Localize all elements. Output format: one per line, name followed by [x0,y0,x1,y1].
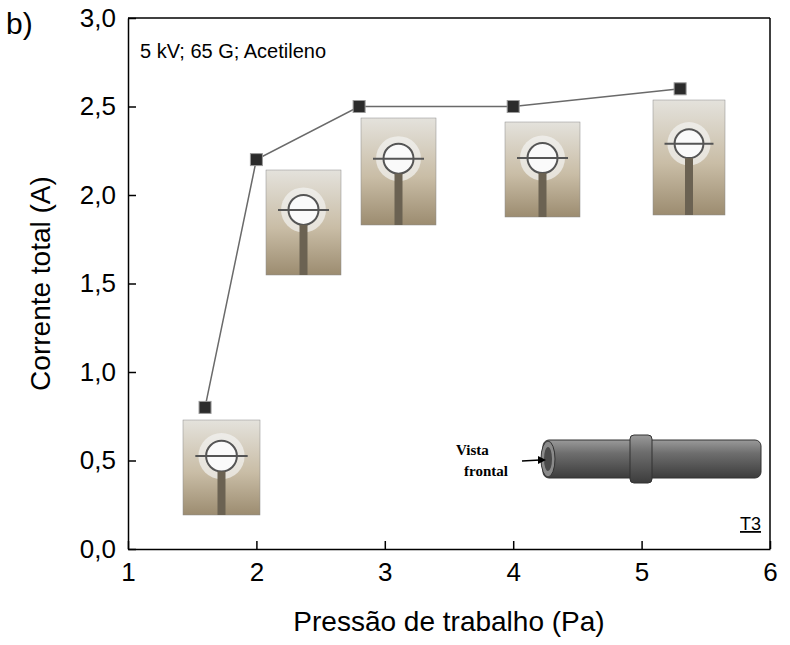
y-tick-label: 0,0 [80,534,116,564]
x-tick-label: 3 [378,557,392,587]
frame [769,18,771,549]
data-line [205,89,680,408]
x-tick-mark [641,541,643,549]
y-tick: 2,5 [80,91,136,121]
photo-stem [395,174,403,225]
chart: 1 2 3 4 5 6 0,0 0,5 1,0 1,5 2,0 2,5 3,0 Pressão de tr… [0,0,790,645]
arrow-head [538,456,546,464]
x-tick-mark [256,541,258,549]
x-axis: 1 2 3 4 5 6 [121,541,777,587]
plot-marks [199,83,686,414]
photo-stem [218,472,226,516]
photo-bar [517,157,568,159]
data-point [199,401,211,413]
y-tick-label: 1,5 [80,268,116,298]
sample-label: T3 [740,514,761,534]
photo-bar [195,455,247,457]
photo [653,100,725,215]
x-tick: 5 [635,541,649,587]
x-tick-label: 4 [506,557,520,587]
y-tick: 1,5 [80,268,136,298]
y-tick: 0,0 [80,534,136,564]
y-tick-label: 0,5 [80,445,116,475]
x-tick: 2 [250,541,264,587]
x-tick-mark [513,541,515,549]
x-tick-label: 2 [250,557,264,587]
y-tick-mark [128,195,136,197]
x-axis-line [129,549,771,551]
photo-frame [653,100,725,215]
y-tick-mark [128,283,136,285]
y-axis: 0,0 0,5 1,0 1,5 2,0 2,5 3,0 [80,3,136,564]
panel-label: b) [6,7,33,40]
photo-bar [373,158,424,160]
x-tick-label: 1 [121,557,135,587]
x-tick: 3 [378,541,392,587]
data-point [507,101,519,113]
photo-frame [183,420,260,515]
photo-frame [266,170,341,275]
photo [505,122,580,217]
y-tick: 1,0 [80,357,136,387]
y-tick-mark [128,549,136,551]
y-tick-label: 3,0 [80,3,116,33]
photo [361,118,436,225]
photo-frame [505,122,580,217]
y-tick: 0,5 [80,445,136,475]
y-tick: 2,0 [80,180,136,210]
photo [183,420,260,515]
x-tick-mark [385,541,387,549]
y-tick-label: 2,5 [80,91,116,121]
conditions-label: 5 kV; 65 G; Acetileno [140,40,326,62]
data-point [353,101,365,113]
y-tick-label: 1,0 [80,357,116,387]
photo-stem [300,225,308,275]
photo-bar [278,209,329,211]
y-tick: 3,0 [80,3,136,33]
tube-ring [630,435,652,483]
photo-stem [685,158,693,215]
y-tick-mark [128,106,136,108]
photo-stem [539,173,547,217]
data-point [674,83,686,95]
y-tick-label: 2,0 [80,180,116,210]
y-tick-mark [128,460,136,462]
photos [183,100,725,515]
arrow-line [522,460,540,461]
photo-frame [361,118,436,225]
view-label: Vistafrontal [456,442,508,479]
x-axis-title: Pressão de trabalho (Pa) [293,606,604,637]
frame [128,17,770,19]
x-tick: 4 [506,541,520,587]
photo-bar [665,143,714,145]
x-tick-label: 5 [635,557,649,587]
x-tick-label: 6 [763,557,777,587]
y-axis-title: Corrente total (A) [25,176,56,391]
tube-diagram [522,435,761,483]
y-tick-mark [128,372,136,374]
tube-opening [544,447,552,471]
photo [266,170,341,275]
data-point [250,154,262,166]
